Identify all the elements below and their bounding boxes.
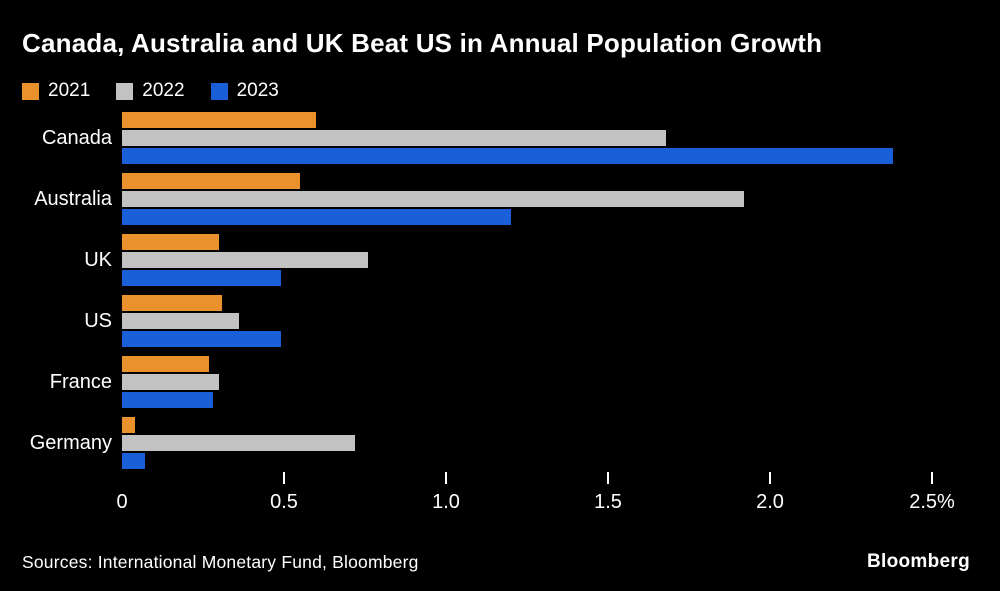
legend-item-2023: 2023 xyxy=(210,80,279,102)
bar-uk-2021 xyxy=(122,234,220,250)
chart-row-canada: Canada xyxy=(22,112,932,164)
legend-swatch xyxy=(210,82,228,100)
x-axis: 0 0.5 1.0 1.5 2.0 2.5% xyxy=(116,469,955,531)
axis-tick-label: 2.5% xyxy=(909,491,955,513)
bar-canada-2022 xyxy=(122,130,667,146)
bar-us-2023 xyxy=(122,331,281,347)
axis-tick xyxy=(931,472,933,484)
bar-uk-2022 xyxy=(122,252,369,268)
category-label: US xyxy=(84,309,112,332)
bar-australia-2021 xyxy=(122,173,301,189)
bar-group xyxy=(122,112,932,164)
chart-row-australia: Australia xyxy=(22,173,932,225)
chart-row-france: France xyxy=(22,356,932,408)
chart-row-uk: UK xyxy=(22,234,932,286)
bar-australia-2023 xyxy=(122,209,511,225)
bar-australia-2022 xyxy=(122,191,745,207)
chart-title: Canada, Australia and UK Beat US in Annu… xyxy=(22,28,823,58)
source-note: Sources: International Monetary Fund, Bl… xyxy=(22,552,419,572)
category-label: Canada xyxy=(41,126,112,149)
bar-uk-2023 xyxy=(122,270,281,286)
legend-label: 2023 xyxy=(236,80,279,101)
bar-canada-2023 xyxy=(122,148,894,164)
legend-item-2021: 2021 xyxy=(22,80,90,102)
legend: 2021 2022 2023 xyxy=(22,80,978,102)
category-label: UK xyxy=(84,248,112,271)
bloomberg-logo: Bloomberg xyxy=(867,551,970,572)
chart-row-germany: Germany xyxy=(22,417,932,469)
axis-tick xyxy=(607,472,609,484)
bar-germany-2023 xyxy=(122,453,145,469)
legend-swatch xyxy=(116,82,134,100)
category-label: France xyxy=(49,370,112,393)
bar-group xyxy=(122,173,932,225)
bar-germany-2021 xyxy=(122,417,135,433)
category-label: Germany xyxy=(29,431,112,454)
bar-france-2021 xyxy=(122,356,210,372)
axis-tick-label: 1.0 xyxy=(432,491,460,513)
bar-france-2022 xyxy=(122,374,220,390)
bar-group xyxy=(122,417,932,469)
bar-us-2021 xyxy=(122,295,223,311)
axis-tick-label: 2.0 xyxy=(756,491,784,513)
bar-france-2023 xyxy=(122,392,213,408)
axis-tick-label: 1.5 xyxy=(594,491,622,513)
bar-germany-2022 xyxy=(122,435,356,451)
axis-tick xyxy=(445,472,447,484)
legend-item-2022: 2022 xyxy=(116,80,185,102)
bar-group xyxy=(122,356,932,408)
footer: Sources: International Monetary Fund, Bl… xyxy=(22,551,970,573)
bar-canada-2021 xyxy=(122,112,317,128)
bar-us-2022 xyxy=(122,313,239,329)
chart-rows: Canada Australia UK US France Germany xyxy=(22,112,932,469)
axis-tick-label: 0.5 xyxy=(270,491,298,513)
legend-label: 2021 xyxy=(48,80,91,101)
legend-swatch xyxy=(22,82,39,100)
axis-tick-label: 0 xyxy=(116,491,128,513)
chart-row-us: US xyxy=(22,295,932,347)
bar-group xyxy=(122,295,932,347)
axis-tick xyxy=(769,472,771,484)
axis-tick xyxy=(283,472,285,484)
bar-group xyxy=(122,234,932,286)
category-label: Australia xyxy=(34,187,112,210)
legend-label: 2022 xyxy=(142,80,185,101)
